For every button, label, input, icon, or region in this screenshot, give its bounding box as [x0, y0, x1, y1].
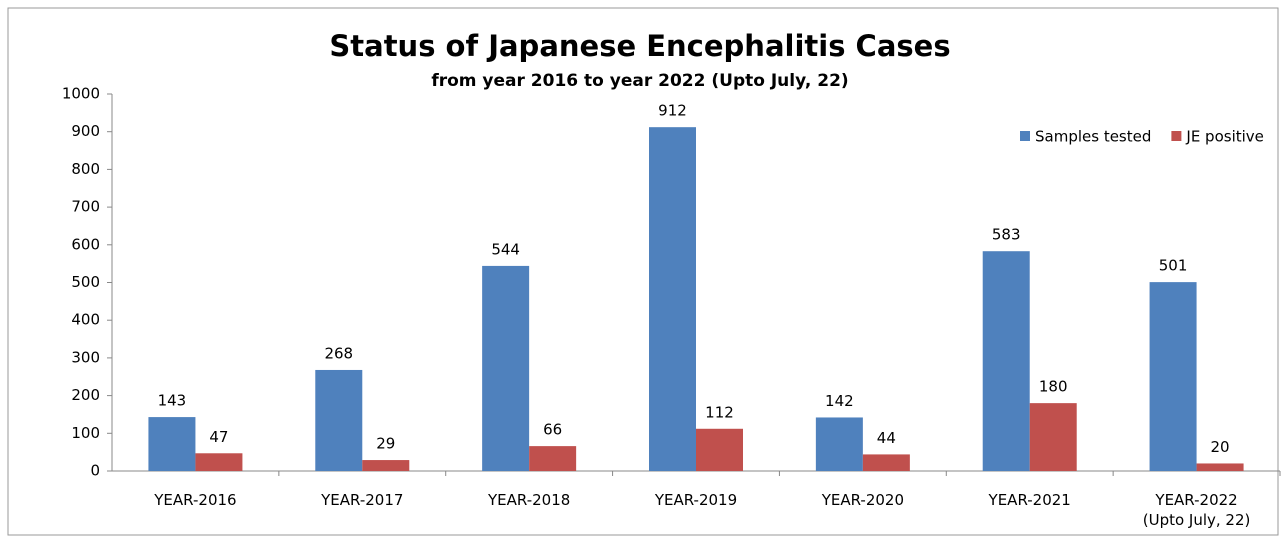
- x-tick-label: YEAR-2018: [487, 491, 571, 509]
- y-tick-label: 600: [71, 235, 100, 253]
- value-label: 544: [491, 240, 520, 258]
- value-label: 29: [376, 435, 395, 453]
- y-tick-label: 200: [71, 386, 100, 404]
- y-tick-label: 100: [71, 424, 100, 442]
- y-tick-label: 500: [71, 273, 100, 291]
- bar: [148, 417, 196, 471]
- value-label: 112: [705, 403, 734, 421]
- bar: [696, 428, 743, 471]
- y-tick-label: 800: [71, 160, 100, 178]
- bar: [862, 454, 910, 471]
- bar: [815, 417, 863, 471]
- y-tick-label: 700: [71, 198, 100, 216]
- bar: [1196, 463, 1244, 471]
- legend-swatch: [1171, 131, 1182, 141]
- y-tick-label: 400: [71, 311, 100, 329]
- x-tick-label: YEAR-2019: [654, 491, 738, 509]
- legend-label: Samples tested: [1035, 128, 1151, 146]
- legend-label: JE positive: [1185, 128, 1264, 146]
- bar: [1029, 403, 1077, 471]
- value-label: 180: [1039, 378, 1068, 396]
- chart-title: Status of Japanese Encephalitis Cases: [329, 29, 950, 63]
- x-tick-label: YEAR-2020: [821, 491, 904, 509]
- bar: [649, 127, 696, 472]
- y-tick-label: 300: [71, 348, 100, 366]
- bar: [482, 265, 530, 471]
- chart-subtitle: from year 2016 to year 2022 (Upto July, …: [431, 71, 848, 91]
- bar: [362, 460, 410, 471]
- value-label: 47: [209, 428, 228, 446]
- x-tick-label: YEAR-2016: [154, 491, 237, 509]
- bar: [315, 369, 363, 471]
- y-tick-label: 1000: [62, 85, 100, 103]
- value-label: 912: [658, 102, 687, 120]
- x-tick-label: YEAR-2017: [321, 491, 404, 509]
- value-label: 20: [1211, 438, 1230, 456]
- value-label: 501: [1159, 257, 1188, 275]
- legend-swatch: [1020, 131, 1030, 141]
- bar: [195, 453, 243, 471]
- value-label: 44: [877, 429, 896, 447]
- y-tick-label: 0: [90, 462, 100, 480]
- x-tick-label: YEAR-2022 (Upto July, 22): [1142, 491, 1251, 529]
- bar: [529, 446, 577, 471]
- bar: [1149, 282, 1197, 471]
- value-label: 143: [158, 392, 187, 410]
- value-label: 66: [543, 421, 562, 439]
- y-tick-label: 900: [71, 122, 100, 140]
- value-label: 583: [992, 226, 1021, 244]
- value-label: 268: [324, 344, 353, 362]
- value-label: 142: [825, 392, 854, 410]
- bar: [982, 251, 1030, 471]
- x-tick-label: YEAR-2021: [988, 491, 1071, 509]
